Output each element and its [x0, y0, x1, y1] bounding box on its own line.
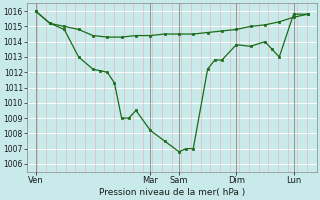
X-axis label: Pression niveau de la mer( hPa ): Pression niveau de la mer( hPa ) [99, 188, 245, 197]
